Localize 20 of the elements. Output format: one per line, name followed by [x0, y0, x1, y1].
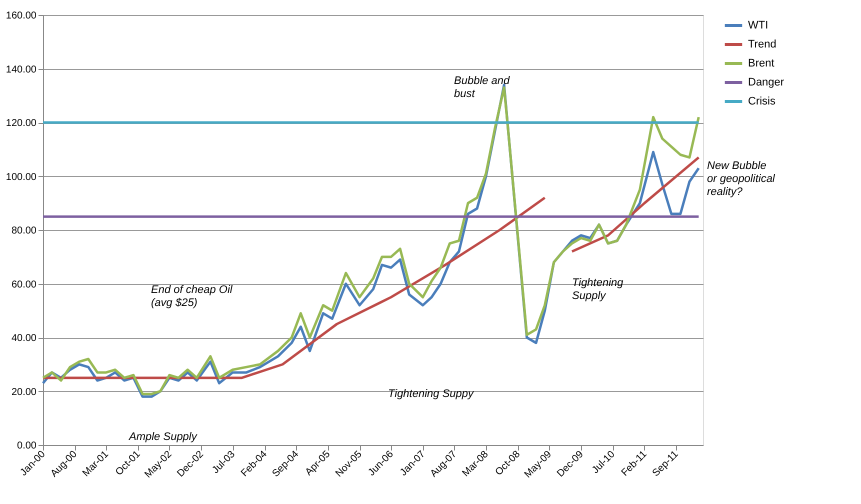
legend-label: WTI [748, 20, 768, 32]
annotation: Tightening Supply [572, 277, 624, 302]
y-tick-label: 120.00 [6, 118, 37, 129]
legend-label: Crisis [748, 96, 776, 108]
y-tick-label: 40.00 [11, 333, 37, 344]
legend-label: Danger [748, 76, 784, 88]
y-tick-label: 140.00 [6, 64, 37, 76]
annotation: Bubble and bust [454, 75, 511, 100]
y-tick-label: 160.00 [6, 10, 37, 22]
text: New Bubble or geopolitical reality? [707, 160, 776, 198]
annotation: Ample Supply [128, 431, 198, 443]
y-tick-label: 80.00 [11, 226, 37, 236]
y-tick-label: 60.00 [11, 279, 37, 290]
legend-label: Brent [748, 58, 774, 70]
y-tick-label: 100.00 [6, 172, 37, 183]
y-tick-label: 20.00 [11, 386, 37, 398]
legend-label: Trend [748, 38, 776, 50]
annotation: End of cheap Oil (avg $25) [151, 284, 233, 309]
annotation: Tightening Suppy [388, 388, 476, 400]
y-tick-label: 0.00 [17, 440, 37, 452]
